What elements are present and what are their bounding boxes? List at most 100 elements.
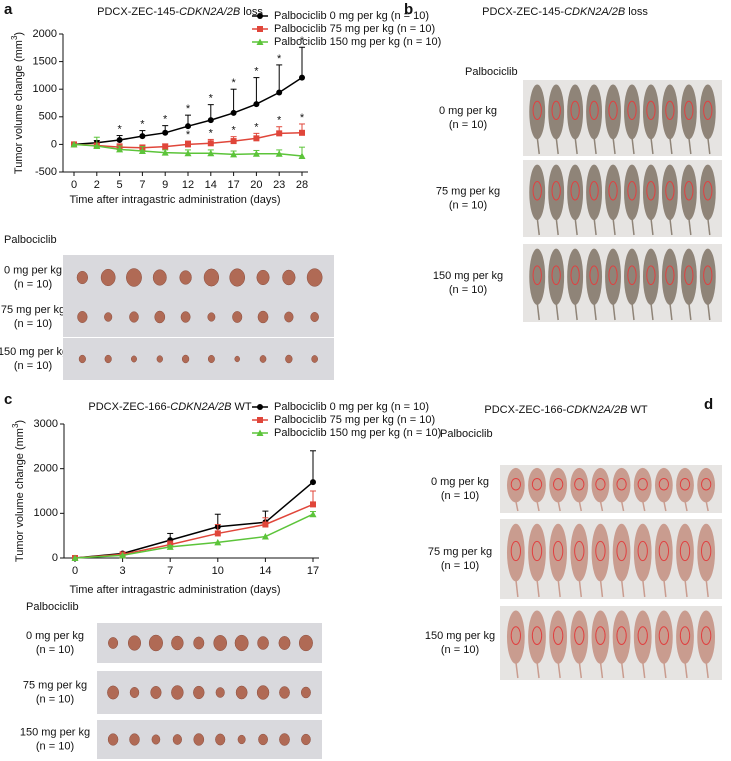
tumor	[131, 355, 137, 363]
n-label: (n = 10)	[449, 199, 487, 211]
mouse-tail	[599, 578, 604, 598]
mouse	[654, 610, 673, 664]
y-axis-label: Tumor volume change (mm3)	[11, 420, 26, 562]
tumor-mark	[531, 477, 543, 491]
y-tick-label: -500	[35, 166, 57, 178]
x-tick-label: 12	[182, 179, 194, 191]
n-label: (n = 10)	[14, 318, 52, 330]
point	[275, 150, 283, 157]
mouse-tail	[650, 217, 654, 236]
mouse-tail	[663, 661, 667, 679]
mouse	[676, 467, 694, 503]
point	[276, 130, 283, 137]
mouse-tail	[669, 302, 673, 321]
significance: *	[186, 103, 191, 115]
tumor	[234, 355, 240, 363]
mouse	[549, 610, 568, 664]
n-label: (n = 10)	[441, 644, 479, 656]
point	[214, 530, 221, 537]
tumor	[126, 268, 142, 287]
tumor-mark	[589, 100, 599, 121]
point	[162, 129, 169, 136]
point	[207, 149, 215, 157]
panel-letter: d	[704, 396, 713, 413]
tumor	[257, 636, 269, 650]
mouse	[605, 84, 621, 140]
tumor-mark	[658, 477, 670, 491]
tumor	[256, 685, 270, 700]
point	[257, 417, 263, 423]
group-header: Palbociclib	[440, 428, 493, 440]
mouse-tail	[705, 661, 709, 679]
tumor	[108, 637, 119, 649]
y-tick-label: 500	[39, 111, 57, 123]
tumor-mark	[646, 265, 656, 286]
mouse	[624, 248, 640, 305]
tumor-mark	[608, 265, 618, 286]
tumor	[237, 734, 246, 745]
point	[253, 135, 260, 142]
tumor-mark	[684, 181, 694, 201]
significance: *	[117, 123, 122, 135]
point	[119, 551, 127, 559]
tumor-mark	[552, 626, 564, 645]
dose-label: 150 mg per kg	[433, 270, 503, 282]
tumor-mark	[531, 626, 543, 645]
mouse-tail	[707, 217, 711, 236]
mouse-tail	[620, 578, 625, 598]
legend-label: Palbociclib 0 mg per kg (n = 10)	[274, 10, 429, 22]
significance: *	[277, 53, 282, 65]
tumor	[127, 635, 142, 651]
mouse-tail	[684, 578, 688, 598]
mouse-tail	[557, 500, 561, 512]
title-part: Tumor volume change (mm	[14, 428, 26, 562]
significance: *	[254, 121, 259, 133]
significance: *	[209, 127, 214, 139]
mouse	[624, 164, 640, 221]
y-tick-label: 2000	[34, 463, 58, 475]
tumor-mark	[646, 100, 656, 121]
tumor	[279, 733, 290, 746]
dose-label: 0 mg per kg	[431, 476, 489, 488]
mouse-tail	[641, 578, 646, 598]
legend-label: Palbociclib 75 mg per kg (n = 10)	[274, 23, 435, 35]
panel-letter: c	[4, 391, 12, 408]
significance: *	[209, 93, 214, 105]
mouse	[661, 84, 678, 140]
mouse	[680, 84, 697, 140]
mouse-tail	[555, 136, 559, 155]
mouse	[549, 523, 568, 582]
x-tick-label: 9	[162, 179, 168, 191]
mouse-tail	[536, 217, 540, 236]
significance: *	[277, 115, 282, 127]
mouse-tail	[593, 217, 597, 236]
y-tick-label: 3000	[34, 418, 58, 430]
legend-label: Palbociclib 0 mg per kg (n = 10)	[274, 401, 429, 413]
tumor-mark	[574, 540, 585, 562]
mouse	[548, 164, 565, 221]
x-tick-label: 23	[273, 179, 285, 191]
n-label: (n = 10)	[36, 693, 74, 705]
mouse	[699, 248, 716, 305]
tumor-mark	[552, 540, 564, 562]
mouse-tail	[684, 661, 688, 679]
mouse-tail	[574, 302, 578, 321]
x-tick-label: 28	[296, 179, 308, 191]
tumor	[129, 687, 140, 698]
mouse-tail	[536, 136, 540, 155]
panel-letter: a	[4, 1, 13, 18]
mouse-tail	[578, 661, 583, 679]
point	[230, 109, 237, 116]
n-label: (n = 10)	[449, 119, 487, 131]
mouse	[661, 248, 678, 305]
tumor-mark	[595, 626, 606, 645]
mouse-tail	[555, 217, 559, 236]
mouse-tail	[612, 217, 616, 236]
tumor	[171, 685, 184, 700]
dose-label: 75 mg per kg	[428, 546, 492, 558]
point	[70, 140, 78, 148]
mouse-tail	[557, 661, 561, 679]
title-part: Tumor volume change (mm	[13, 40, 25, 174]
tumor-mark	[532, 181, 542, 201]
